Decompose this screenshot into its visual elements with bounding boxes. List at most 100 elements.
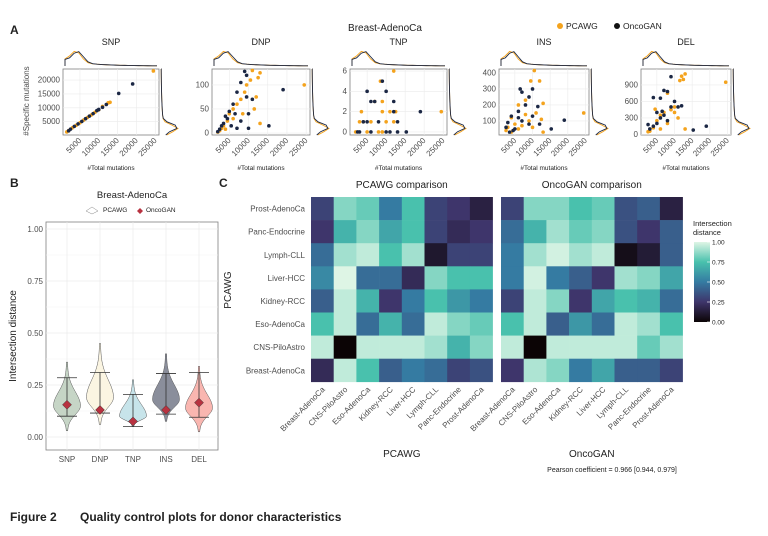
point-pcawg xyxy=(252,107,257,111)
figure-caption-label: Figure 2 xyxy=(10,510,57,524)
heatmap-cell xyxy=(356,243,380,267)
y-tick-label: 0 xyxy=(343,127,348,136)
y-tick-label: 10000 xyxy=(38,103,61,112)
point-oncogan xyxy=(372,99,377,104)
point-pcawg xyxy=(681,77,686,82)
point-oncogan xyxy=(227,109,232,114)
heatmap-cell xyxy=(614,197,638,221)
subplot-title: DEL xyxy=(677,37,695,47)
heatmap-cell xyxy=(614,358,638,383)
heatmap-cell xyxy=(546,243,570,267)
y-tick-label: 900 xyxy=(625,80,639,89)
y-tick-label: 0 xyxy=(205,129,210,138)
x-tick-label: SNP xyxy=(59,455,75,464)
heatmap-cell xyxy=(356,197,380,221)
point-oncogan xyxy=(516,109,521,114)
point-oncogan xyxy=(384,89,388,94)
marginal-density-y xyxy=(311,68,329,136)
x-tick-label: 15000 xyxy=(99,136,121,158)
heatmap-cell xyxy=(659,289,683,313)
point-oncogan xyxy=(221,121,226,126)
heatmap-cell xyxy=(379,197,403,221)
y-tick-label: 5000 xyxy=(42,117,60,126)
heatmap-cell xyxy=(523,266,547,290)
point-oncogan xyxy=(235,126,239,131)
y-tick-label: 20000 xyxy=(38,76,61,85)
heatmap-cell xyxy=(659,312,683,336)
heatmap-cell xyxy=(637,312,661,336)
x-tick-label: 20000 xyxy=(118,136,140,158)
point-oncogan xyxy=(651,95,656,100)
point-oncogan xyxy=(646,122,650,127)
heatmap-cell xyxy=(523,289,547,313)
point-oncogan xyxy=(95,108,99,113)
scatter-del: DEL5000100001500020000250000300600900#To… xyxy=(625,37,751,172)
heatmap-cell xyxy=(501,220,524,244)
y-tick-label: Breast-AdenoCa xyxy=(246,366,306,375)
panel-label-b: B xyxy=(10,176,19,190)
point-pcawg xyxy=(302,83,307,87)
colorbar-tick-label: 0.00 xyxy=(712,320,725,327)
heatmap-cell xyxy=(311,220,334,244)
heatmap-cell xyxy=(523,312,547,336)
heatmap-cell xyxy=(546,197,570,221)
point-pcawg xyxy=(581,111,586,115)
marginal-density-x xyxy=(351,51,446,67)
heatmap-cell xyxy=(469,358,493,383)
heatmap-cell xyxy=(569,197,593,221)
y-tick-label: 600 xyxy=(625,97,639,106)
point-pcawg xyxy=(388,109,392,114)
legend-oncogan-label: OncoGAN xyxy=(623,21,662,31)
point-pcawg xyxy=(258,71,262,75)
legend-title-line2: distance xyxy=(693,228,721,237)
colorbar xyxy=(694,242,710,322)
point-oncogan xyxy=(704,124,709,128)
heatmap-cell xyxy=(333,266,357,290)
point-pcawg xyxy=(231,116,235,121)
y-tick-label: 0 xyxy=(634,130,639,139)
point-oncogan xyxy=(369,130,373,134)
scatter-dnp: DNP500010000150002000025000050100#Total … xyxy=(196,37,330,172)
heatmap-cell xyxy=(569,266,593,290)
point-oncogan xyxy=(679,104,684,108)
point-oncogan xyxy=(509,114,514,118)
colorbar-tick-label: 1.00 xyxy=(712,240,725,247)
heatmap-cell xyxy=(591,335,615,359)
point-pcawg xyxy=(235,102,239,106)
point-pcawg xyxy=(516,127,521,131)
heatmap-cell xyxy=(614,335,638,359)
point-pcawg xyxy=(653,107,657,111)
point-oncogan xyxy=(511,128,515,133)
panel-a-ylabel: #Specific mutations xyxy=(22,66,31,135)
point-pcawg xyxy=(658,113,663,117)
heatmap-cell xyxy=(523,243,547,267)
x-axis-title: PCAWG xyxy=(383,449,421,460)
heatmap-cell xyxy=(356,289,380,313)
heatmap-cell xyxy=(659,266,683,290)
x-tick-label: 10000 xyxy=(514,136,536,158)
point-oncogan xyxy=(244,73,249,78)
heatmap-cell xyxy=(659,220,683,244)
heatmap-cell xyxy=(447,312,471,336)
point-oncogan xyxy=(520,90,524,94)
point-oncogan xyxy=(365,120,369,124)
heatmap-cell xyxy=(501,358,524,383)
point-pcawg xyxy=(527,119,531,123)
point-oncogan xyxy=(391,99,396,104)
point-oncogan xyxy=(229,124,234,128)
point-oncogan xyxy=(76,122,80,126)
point-oncogan xyxy=(369,99,373,104)
point-oncogan xyxy=(655,110,659,115)
point-pcawg xyxy=(231,107,235,111)
heatmap-cell xyxy=(447,289,471,313)
point-oncogan xyxy=(100,105,105,110)
legend-title-line1: Intersection xyxy=(693,219,732,228)
point-pcawg xyxy=(391,120,396,124)
heatmap-cell xyxy=(501,289,524,313)
point-oncogan xyxy=(651,124,656,128)
y-tick-label: 4 xyxy=(343,87,348,96)
point-oncogan xyxy=(246,112,251,116)
point-oncogan xyxy=(246,126,251,131)
heatmap-cell xyxy=(311,197,334,221)
